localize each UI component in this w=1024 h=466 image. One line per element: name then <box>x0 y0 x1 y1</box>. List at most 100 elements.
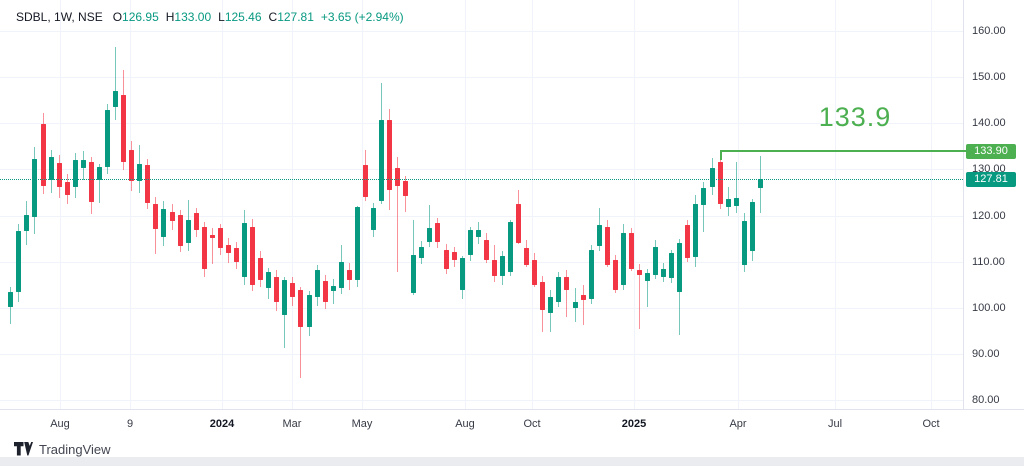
candle-up[interactable] <box>161 209 167 237</box>
candle-up[interactable] <box>653 246 659 275</box>
candle-down[interactable] <box>177 215 183 247</box>
candle-down[interactable] <box>717 161 723 204</box>
candle-up[interactable] <box>701 188 707 205</box>
candle-up[interactable] <box>354 206 360 280</box>
candle-up[interactable] <box>757 179 763 188</box>
candle-down[interactable] <box>258 257 264 280</box>
candle-up[interactable] <box>467 229 473 256</box>
candle-up[interactable] <box>379 120 385 201</box>
candle-down[interactable] <box>435 223 441 242</box>
candle-down[interactable] <box>290 282 296 298</box>
candle-up[interactable] <box>645 273 651 282</box>
candle-up[interactable] <box>48 157 54 180</box>
candle-up[interactable] <box>475 229 481 237</box>
candle-down[interactable] <box>193 213 199 230</box>
candle-down[interactable] <box>129 150 135 182</box>
candle-down[interactable] <box>274 276 280 303</box>
candle-up[interactable] <box>693 203 699 258</box>
candle-up[interactable] <box>741 220 747 265</box>
candle-down[interactable] <box>217 227 223 249</box>
candle-down[interactable] <box>298 290 304 327</box>
candle-up[interactable] <box>596 224 602 247</box>
candle-up[interactable] <box>306 295 312 327</box>
candle-up[interactable] <box>338 262 344 288</box>
candle-down[interactable] <box>201 227 207 270</box>
candle-up[interactable] <box>620 233 626 286</box>
candle-up[interactable] <box>113 91 119 107</box>
candle-down[interactable] <box>64 181 70 196</box>
candle-down[interactable] <box>636 269 642 275</box>
candle-down[interactable] <box>346 269 352 280</box>
candle-down[interactable] <box>685 225 691 258</box>
candle-down[interactable] <box>56 162 62 187</box>
chart-plot[interactable] <box>0 0 963 409</box>
candle-down[interactable] <box>121 95 127 162</box>
candle-down[interactable] <box>169 211 175 222</box>
candle-up[interactable] <box>16 231 22 293</box>
candle-up[interactable] <box>572 301 578 309</box>
candle-down[interactable] <box>387 120 393 190</box>
candle-down[interactable] <box>395 167 401 187</box>
candle-down[interactable] <box>604 226 610 265</box>
symbol-title[interactable]: SDBL, 1W, NSE <box>16 10 103 24</box>
candle-up[interactable] <box>371 207 376 230</box>
candle-down[interactable] <box>451 251 457 261</box>
candle-up[interactable] <box>749 202 755 251</box>
candle-up[interactable] <box>709 167 715 187</box>
candle-up[interactable] <box>725 199 731 208</box>
price-level-annotation[interactable]: 133.9 <box>818 102 892 133</box>
candle-down[interactable] <box>483 239 489 261</box>
time-axis[interactable]: Aug 9 2024 Mar May Aug Oct 2025 Apr Jul Oct <box>0 409 1024 442</box>
candle-down[interactable] <box>322 281 328 303</box>
candle-up[interactable] <box>282 280 288 316</box>
candle-down[interactable] <box>40 123 46 187</box>
price-axis[interactable]: 160.00 150.00 140.00 130.00 120.00 110.00 100.… <box>963 0 1024 409</box>
candle-up[interactable] <box>508 221 514 272</box>
candle-up[interactable] <box>733 197 739 207</box>
candle-up[interactable] <box>330 286 336 292</box>
level-price-line[interactable] <box>720 150 966 153</box>
candle-down[interactable] <box>443 250 449 269</box>
candle-down[interactable] <box>145 164 151 204</box>
candle-up[interactable] <box>677 243 683 293</box>
candle-up[interactable] <box>314 269 320 298</box>
candle-up[interactable] <box>96 167 102 180</box>
candle-up[interactable] <box>266 271 272 288</box>
candle-down[interactable] <box>403 180 409 197</box>
candle-up[interactable] <box>137 163 143 181</box>
candle-up[interactable] <box>459 258 465 291</box>
candle-up[interactable] <box>80 160 86 168</box>
candle-up[interactable] <box>427 228 433 242</box>
candle-down[interactable] <box>491 260 497 277</box>
candle-down[interactable] <box>88 161 94 203</box>
candle-up[interactable] <box>548 296 554 314</box>
candle-down[interactable] <box>250 227 256 286</box>
candle-down[interactable] <box>209 234 215 239</box>
candle-up[interactable] <box>185 219 191 243</box>
candle-down[interactable] <box>540 281 546 311</box>
candle-down[interactable] <box>564 276 570 291</box>
candle-up[interactable] <box>556 276 562 302</box>
candle-up[interactable] <box>661 268 667 277</box>
candle-up[interactable] <box>105 109 111 168</box>
candle-down[interactable] <box>516 203 522 244</box>
candle-down[interactable] <box>612 260 618 291</box>
candle-down[interactable] <box>628 233 634 269</box>
candle-down[interactable] <box>233 248 239 263</box>
candle-down[interactable] <box>225 245 231 253</box>
candle-down[interactable] <box>532 260 538 286</box>
candle-up[interactable] <box>8 292 14 307</box>
candle-down[interactable] <box>524 248 530 265</box>
candle-up[interactable] <box>669 253 675 279</box>
candle-up[interactable] <box>32 159 38 218</box>
tradingview-logo[interactable]: TradingView <box>14 441 111 457</box>
candle-up[interactable] <box>588 250 594 299</box>
candle-up[interactable] <box>24 215 30 232</box>
candle-down[interactable] <box>580 294 586 300</box>
candle-up[interactable] <box>419 246 425 259</box>
candle-up[interactable] <box>72 159 78 187</box>
candle-up[interactable] <box>499 256 505 277</box>
candle-down[interactable] <box>362 165 368 197</box>
candle-up[interactable] <box>242 222 248 277</box>
candle-down[interactable] <box>153 203 159 230</box>
